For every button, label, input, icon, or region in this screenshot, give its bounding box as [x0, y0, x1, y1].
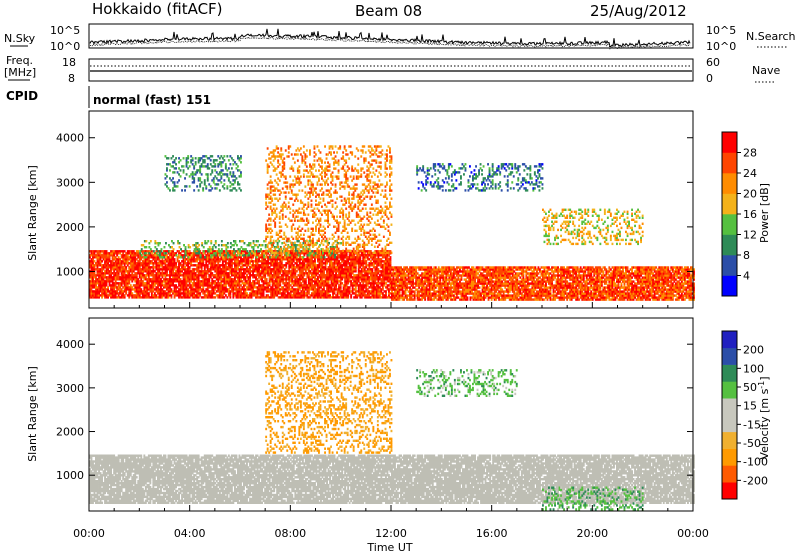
- nsearch-tick-bottom: 10^0: [706, 40, 736, 53]
- nsearch-tick-top: 10^5: [706, 24, 736, 37]
- freq-tick-bottom: 8: [68, 72, 75, 85]
- date-title: 25/Aug/2012: [590, 2, 687, 20]
- nave-tick-bottom: 0: [706, 72, 713, 85]
- radar-summary-plot: Hokkaido (fitACF) Beam 08 25/Aug/2012 N.…: [0, 0, 800, 554]
- nsky-tick-top: 10^5: [50, 24, 80, 37]
- nsearch-line: [90, 37, 690, 49]
- nsky-line: [90, 29, 690, 47]
- data-cell: [174, 258, 176, 260]
- beam-title: Beam 08: [355, 2, 422, 20]
- station-title: Hokkaido (fitACF): [92, 0, 223, 18]
- nsearch-label: N.Search: [746, 30, 796, 43]
- nave-label: Nave: [752, 64, 780, 77]
- cpid-label: CPID: [6, 89, 38, 103]
- nsky-trace: [90, 29, 690, 49]
- nsky-label: N.Sky: [4, 32, 36, 45]
- freq-tick-top: 18: [62, 56, 76, 69]
- freq-panel-frame: [89, 59, 693, 81]
- nsky-tick-bottom: 10^0: [50, 40, 80, 53]
- cpid-value: normal (fast) 151: [93, 93, 211, 107]
- nave-tick-top: 60: [706, 56, 720, 69]
- freq-label-line2: [MHz]: [4, 66, 36, 79]
